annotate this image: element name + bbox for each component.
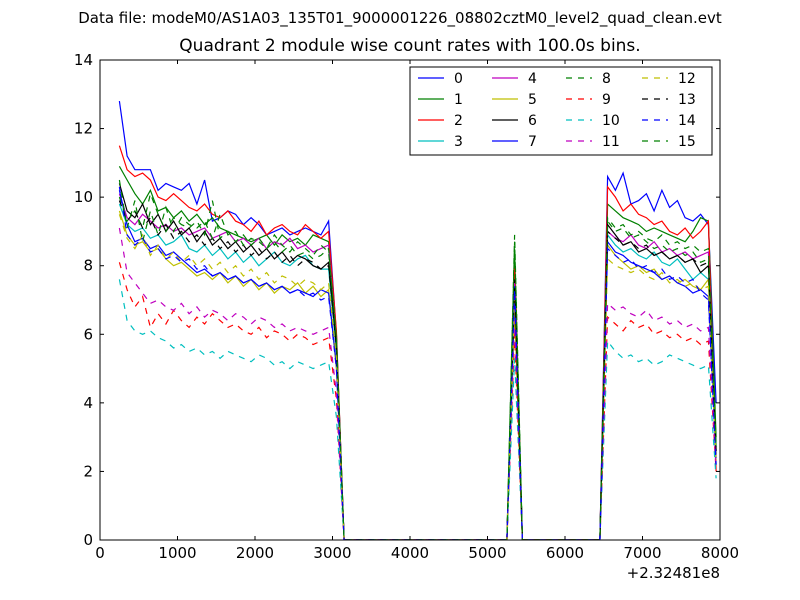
- x-tick-label: 6000: [546, 544, 584, 562]
- y-tick-label: 12: [74, 120, 93, 138]
- legend-label-3: 3: [454, 134, 463, 150]
- y-tick-label: 0: [83, 531, 93, 549]
- y-tick-label: 4: [83, 394, 93, 412]
- legend-label-5: 5: [528, 92, 537, 108]
- series-line-7: [118, 190, 717, 540]
- x-tick-label: 5000: [468, 544, 506, 562]
- series-line-1: [118, 166, 717, 540]
- legend-label-12: 12: [678, 71, 696, 87]
- series-line-14: [118, 186, 717, 540]
- legend-label-11: 11: [602, 134, 620, 150]
- x-offset-label: +2.32481e8: [627, 564, 720, 582]
- axis-tick-labels: 0 1000 2000 3000 4000 5000 6000 7000 80000246810…: [74, 51, 739, 562]
- y-tick-label: 10: [74, 188, 93, 206]
- x-tick-label: 2000: [236, 544, 274, 562]
- legend-label-10: 10: [602, 113, 620, 129]
- y-tick-label: 6: [83, 325, 93, 343]
- series-lines: [118, 101, 717, 540]
- x-tick-label: 3000: [313, 544, 351, 562]
- legend-label-9: 9: [602, 92, 611, 108]
- legend-label-6: 6: [528, 113, 537, 129]
- y-tick-label: 2: [83, 462, 93, 480]
- series-line-3: [118, 203, 717, 540]
- x-tick-label: 1000: [158, 544, 196, 562]
- series-line-13: [118, 200, 717, 540]
- series-line-6: [118, 183, 717, 540]
- legend-label-13: 13: [678, 92, 696, 108]
- series-line-15: [118, 179, 717, 540]
- series-line-8: [118, 191, 717, 540]
- x-tick-label: 0: [95, 544, 105, 562]
- legend-label-0: 0: [454, 71, 463, 87]
- legend-label-7: 7: [528, 134, 537, 150]
- chart-title: Quadrant 2 module wise count rates with …: [179, 36, 641, 56]
- axis-ticks: [99, 59, 721, 541]
- figure-suptitle: Data file: modeM0/AS1A03_135T01_90000012…: [78, 9, 722, 27]
- legend-label-8: 8: [602, 71, 611, 87]
- x-tick-label: 8000: [701, 544, 739, 562]
- x-tick-label: 7000: [623, 544, 661, 562]
- legend-label-14: 14: [678, 113, 696, 129]
- legend-box: [409, 66, 713, 156]
- y-tick-label: 8: [83, 257, 93, 275]
- series-line-9: [118, 262, 717, 540]
- legend-label-4: 4: [528, 71, 537, 87]
- legend-label-2: 2: [454, 113, 463, 129]
- series-line-12: [118, 214, 717, 540]
- legend-label-1: 1: [454, 92, 463, 108]
- y-tick-label: 14: [74, 51, 93, 69]
- legend-label-15: 15: [678, 134, 696, 150]
- x-tick-label: 4000: [391, 544, 429, 562]
